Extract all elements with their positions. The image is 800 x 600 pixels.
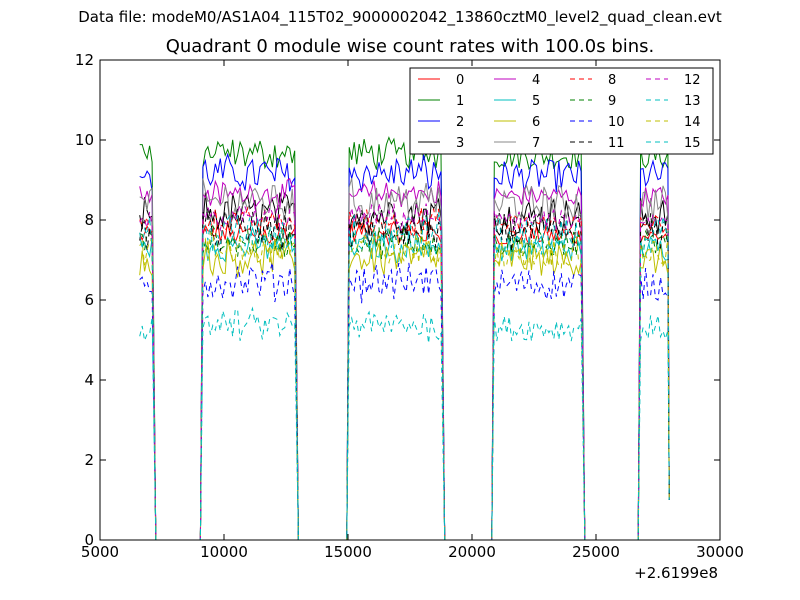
y-tick-label: 2 (84, 451, 94, 469)
legend-label-12: 12 (684, 73, 701, 88)
legend-label-1: 1 (456, 94, 464, 109)
legend-label-0: 0 (456, 73, 464, 88)
legend-label-9: 9 (608, 94, 616, 109)
x-offset-label: +2.6199e8 (634, 564, 718, 582)
series-line-1 (139, 136, 670, 541)
y-tick-label: 6 (84, 291, 94, 309)
series-line-3 (139, 192, 670, 541)
series-line-12 (139, 202, 670, 541)
legend-label-3: 3 (456, 136, 464, 151)
legend-label-7: 7 (532, 136, 540, 151)
legend-label-11: 11 (608, 136, 625, 151)
legend-label-2: 2 (456, 115, 464, 130)
legend-label-6: 6 (532, 115, 540, 130)
series-line-14 (139, 230, 670, 541)
legend-box (409, 67, 714, 155)
legend-label-5: 5 (532, 94, 540, 109)
legend-label-13: 13 (684, 94, 701, 109)
x-tick-label: 15000 (324, 543, 372, 561)
series-line-2 (139, 152, 670, 541)
series-line-4 (139, 177, 670, 541)
series-layer (139, 136, 670, 541)
series-line-8 (139, 206, 670, 541)
series-line-15 (139, 211, 670, 541)
series-line-6 (139, 238, 670, 541)
series-line-5 (139, 226, 670, 541)
x-tick-label: 25000 (572, 543, 620, 561)
series-line-9 (139, 224, 670, 541)
x-tick-label: 30000 (696, 543, 744, 561)
x-tick-label: 5000 (81, 543, 119, 561)
data-file-label: Data file: modeM0/AS1A04_115T02_90000020… (78, 8, 722, 26)
series-line-7 (139, 178, 670, 541)
y-tick-label: 8 (84, 211, 94, 229)
legend-label-15: 15 (684, 136, 701, 151)
chart-title: Quadrant 0 module wise count rates with … (165, 36, 655, 57)
legend-label-14: 14 (684, 115, 701, 130)
series-line-11 (139, 205, 670, 541)
series-line-13 (139, 306, 670, 541)
x-tick-label: 10000 (200, 543, 248, 561)
legend-label-8: 8 (608, 73, 616, 88)
series-line-0 (139, 220, 670, 541)
y-tick-label: 0 (84, 531, 94, 549)
x-tick-label: 20000 (448, 543, 496, 561)
series-line-10 (139, 262, 670, 541)
legend-label-4: 4 (532, 73, 540, 88)
y-tick-label: 12 (75, 51, 94, 69)
legend-label-10: 10 (608, 115, 625, 130)
y-tick-label: 10 (75, 131, 94, 149)
y-tick-label: 4 (84, 371, 94, 389)
